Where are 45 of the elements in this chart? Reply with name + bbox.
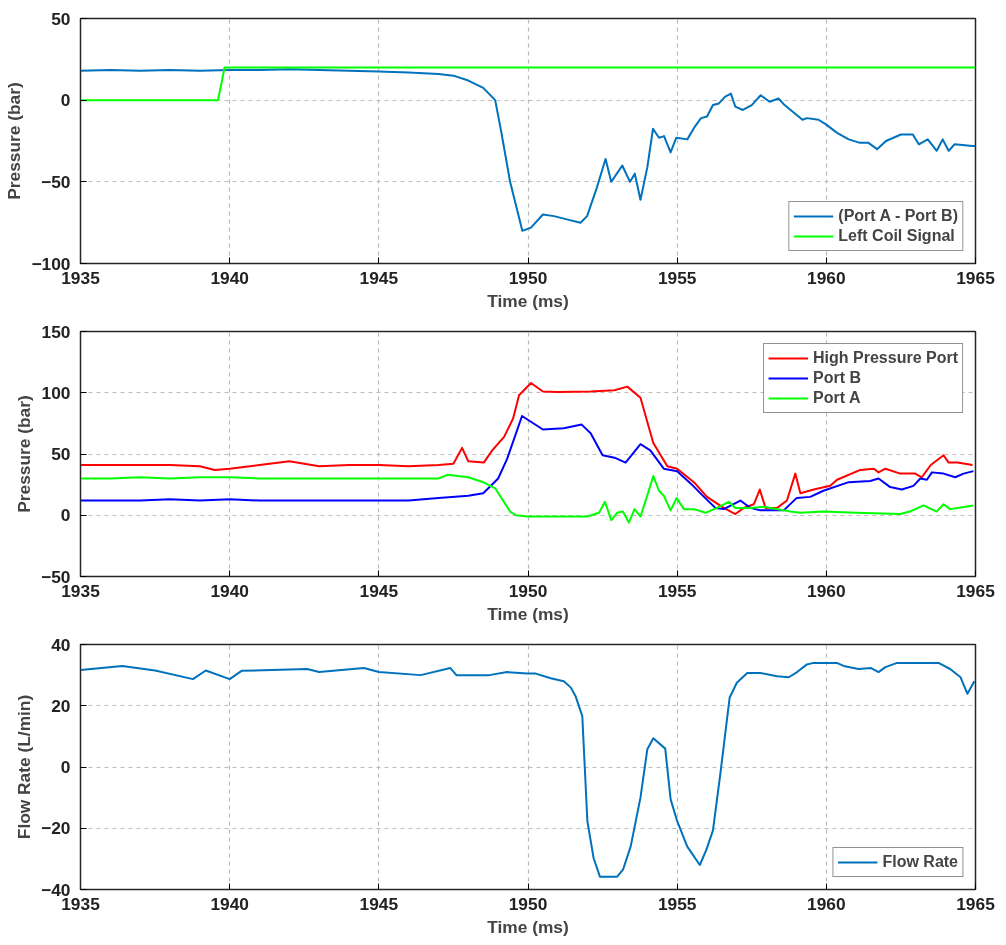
y-axis-title: Pressure (bar) [14, 395, 35, 513]
line-series [80, 381, 974, 516]
x-tick-label: 1950 [508, 267, 548, 288]
y-tick-label: −20 [41, 818, 71, 839]
x-axis-title: Time (ms) [487, 916, 569, 937]
x-tick-label: 1955 [657, 893, 697, 914]
x-tick-label: 1955 [657, 580, 697, 601]
y-tick-label: 50 [51, 8, 71, 29]
legend-label: Flow Rate [882, 853, 958, 871]
x-tick-label: 1960 [807, 580, 846, 601]
y-tick-label: 0 [60, 505, 71, 526]
y-axis-title: Flow Rate (L/min) [14, 694, 35, 840]
line-series [80, 661, 976, 878]
y-tick-label: −50 [41, 171, 71, 192]
legend-label: Port A [813, 389, 861, 407]
legend-label: (Port A - Port B) [838, 207, 958, 225]
y-tick-label: 50 [51, 444, 71, 464]
legend-label: Left Coil Signal [838, 227, 955, 245]
x-tick-label: 1960 [807, 267, 846, 288]
x-tick-label: 1945 [359, 893, 399, 914]
y-tick-label: 150 [41, 321, 71, 342]
y-tick-label: 100 [41, 382, 71, 403]
legend-label: High Pressure Port [813, 349, 958, 367]
y-tick-label: 0 [60, 757, 71, 777]
x-tick-label: 1940 [210, 267, 249, 288]
legend-label: Port B [813, 369, 862, 387]
x-tick-label: 1955 [657, 267, 697, 288]
x-tick-label: 1950 [508, 893, 548, 914]
x-axis-title: Time (ms) [487, 603, 569, 624]
x-tick-label: 1950 [508, 580, 548, 601]
y-axis-title: Pressure (bar) [4, 82, 25, 200]
line-series [80, 415, 975, 512]
x-tick-label: 1965 [956, 267, 996, 288]
x-tick-label: 1940 [210, 893, 249, 914]
y-tick-label: 0 [60, 90, 71, 111]
x-axis-title: Time (ms) [487, 290, 569, 311]
x-tick-label: 1960 [807, 893, 846, 914]
x-tick-label: 1965 [956, 893, 996, 914]
y-tick-label: 40 [51, 634, 71, 655]
y-tick-label: 20 [51, 695, 71, 716]
x-tick-label: 1945 [359, 580, 399, 601]
x-tick-label: 1965 [956, 580, 996, 601]
x-tick-label: 1945 [359, 267, 399, 288]
line-series [80, 473, 975, 524]
x-tick-label: 1940 [210, 580, 249, 601]
